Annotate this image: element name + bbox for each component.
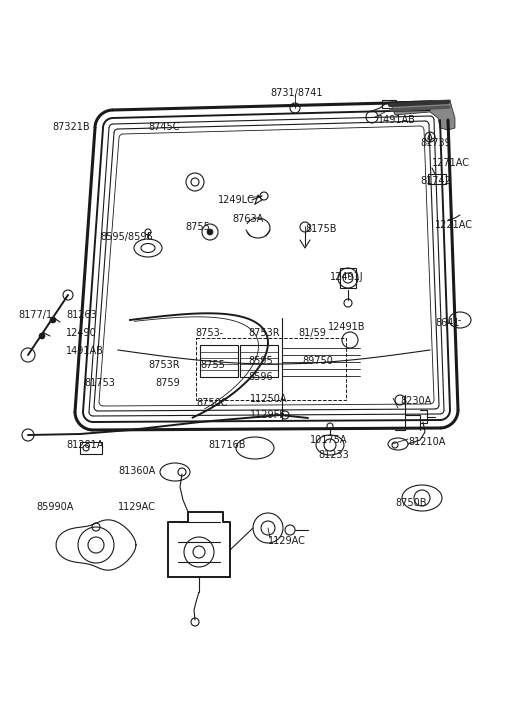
Text: 8175B: 8175B (305, 224, 337, 234)
Text: 81742: 81742 (420, 176, 451, 186)
Circle shape (39, 333, 45, 339)
Text: 1491AB: 1491AB (66, 346, 104, 356)
Text: 81739: 81739 (420, 138, 451, 148)
Text: 1129AC: 1129AC (118, 502, 156, 512)
Text: 8595/8596: 8595/8596 (100, 232, 152, 242)
Text: 81/59: 81/59 (298, 328, 326, 338)
Text: 11250A: 11250A (250, 394, 287, 404)
Text: 12491J: 12491J (330, 272, 364, 282)
Bar (196, 338, 346, 400)
Text: 85990A: 85990A (36, 502, 73, 512)
Text: 8753-: 8753- (195, 328, 223, 338)
Text: 8595: 8595 (248, 356, 273, 366)
Circle shape (50, 317, 56, 323)
Text: 81210A: 81210A (408, 437, 446, 447)
Circle shape (207, 229, 213, 235)
Text: 81263: 81263 (66, 310, 97, 320)
Text: 12490: 12490 (66, 328, 97, 338)
Text: 1271AC: 1271AC (432, 158, 470, 168)
Text: 1491AB: 1491AB (378, 115, 416, 125)
Text: 8763A: 8763A (232, 214, 263, 224)
Text: 8753R: 8753R (148, 360, 179, 370)
Bar (382, 100, 396, 108)
Text: 1221AC: 1221AC (435, 220, 473, 230)
Text: 8753R: 8753R (248, 328, 280, 338)
Text: 1249LC: 1249LC (218, 195, 255, 205)
Text: 8745C: 8745C (148, 122, 179, 132)
Polygon shape (390, 100, 455, 130)
Text: 8759: 8759 (155, 378, 180, 388)
Bar (240, 345, 278, 377)
Text: 8731/8741: 8731/8741 (270, 88, 322, 98)
Text: 89750: 89750 (302, 356, 333, 366)
Text: 8177/1: 8177/1 (18, 310, 52, 320)
Text: 8230A: 8230A (400, 396, 431, 406)
Text: 8641: 8641 (435, 318, 459, 328)
Text: 8755: 8755 (200, 360, 225, 370)
Text: 12491B: 12491B (328, 322, 365, 332)
Text: 87321B: 87321B (52, 122, 90, 132)
Text: 81360A: 81360A (118, 466, 155, 476)
Text: 1129FF: 1129FF (250, 410, 286, 420)
Bar (80, 442, 102, 454)
Text: 81716B: 81716B (208, 440, 245, 450)
Bar (340, 268, 356, 288)
Text: 81233: 81233 (318, 450, 349, 460)
Text: 8750B: 8750B (395, 498, 426, 508)
Bar (428, 174, 446, 184)
Text: 8750C: 8750C (196, 398, 227, 408)
Text: 81281A: 81281A (66, 440, 104, 450)
Text: 81753: 81753 (84, 378, 115, 388)
Bar (200, 345, 238, 377)
Text: 8755: 8755 (185, 222, 210, 232)
Text: 10175A: 10175A (310, 435, 347, 445)
Text: 1129AC: 1129AC (268, 536, 306, 546)
Text: 8596: 8596 (248, 372, 272, 382)
